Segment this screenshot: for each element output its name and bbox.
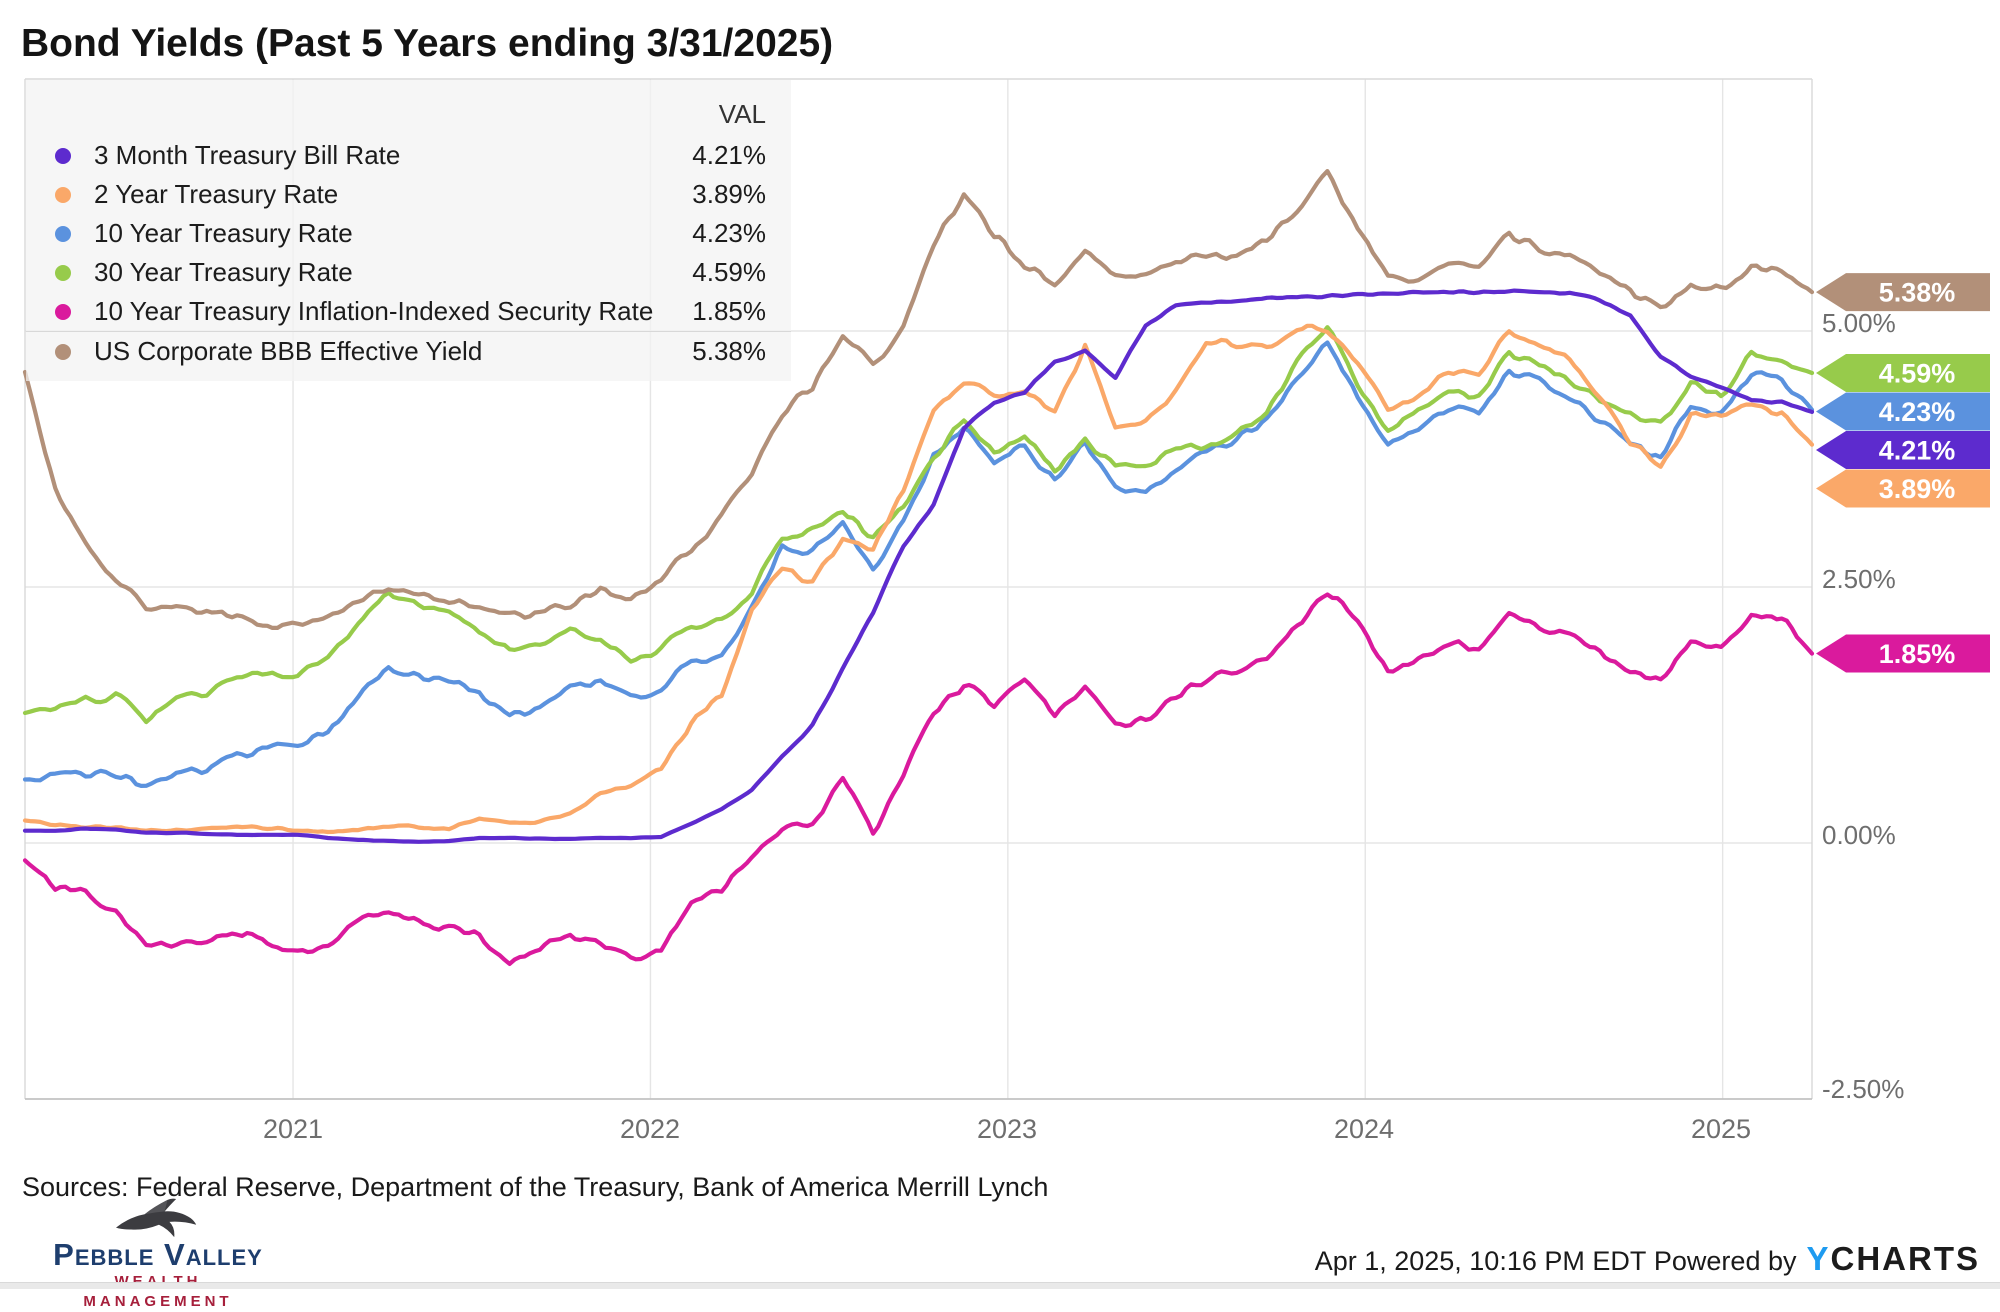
legend-series-value: 5.38% [692, 336, 766, 366]
y-axis-label: 5.00% [1822, 308, 1896, 338]
legend-series-label: 30 Year Treasury Rate [94, 257, 353, 287]
ycharts-logo: YCHARTS [1806, 1240, 1980, 1277]
legend-series-label: 2 Year Treasury Rate [94, 179, 339, 209]
pebble-valley-logo: Pebble Valley Wealth Management [40, 1198, 276, 1312]
legend-row: 10 Year Treasury Rate 4.23% [26, 214, 791, 253]
legend-val-header: VAL [718, 98, 766, 129]
page-title: Bond Yields (Past 5 Years ending 3/31/20… [21, 22, 834, 65]
value-tag-us-corporate-bbb-effective-yield [1816, 273, 1990, 312]
value-tag-label: 1.85% [1879, 639, 1956, 669]
series-line-3-month-treasury-bill-rate [22, 288, 1815, 844]
legend-series-value: 3.89% [692, 179, 766, 209]
ycharts-y-mark: Y [1806, 1240, 1831, 1277]
x-axis-label: 2022 [619, 1114, 681, 1144]
value-tag-label: 4.23% [1879, 397, 1956, 427]
legend-row: 10 Year Treasury Inflation-Indexed Secur… [26, 292, 791, 331]
series-line-10-year-treasury-rate [22, 340, 1815, 788]
eagle-icon [116, 1198, 197, 1238]
legend-series-label: US Corporate BBB Effective Yield [94, 336, 483, 366]
x-axis-label: 2021 [262, 1114, 324, 1144]
y-axis-label: 0.00% [1822, 820, 1896, 850]
series-color-dot [55, 264, 71, 281]
legend-row: 2 Year Treasury Rate 3.89% [26, 175, 791, 214]
series-color-dot [55, 343, 71, 360]
legend-series-value: 1.85% [692, 296, 766, 326]
legend-series-label: 10 Year Treasury Inflation-Indexed Secur… [94, 296, 654, 326]
sources-text: Sources: Federal Reserve, Department of … [22, 1172, 1049, 1202]
x-axis-label: 2025 [1690, 1114, 1752, 1144]
legend-row: US Corporate BBB Effective Yield 5.38% [26, 331, 791, 371]
window-edge [0, 1282, 2000, 1289]
legend-series-value: 4.59% [692, 257, 766, 287]
value-tag-label: 4.21% [1879, 435, 1956, 465]
legend: VAL 3 Month Treasury Bill Rate 4.21% 2 Y… [26, 80, 791, 381]
x-axis-label: 2023 [976, 1114, 1038, 1144]
series-line-us-corporate-bbb-effective-yield [22, 169, 1815, 630]
legend-series-value: 4.23% [692, 218, 766, 248]
y-axis-label: -2.50% [1822, 1074, 1905, 1104]
series-color-dot [55, 147, 71, 164]
legend-series-label: 3 Month Treasury Bill Rate [94, 140, 401, 170]
value-tag-10-year-treasury-inflation-indexed-security-rate [1816, 634, 1990, 673]
series-color-dot [55, 303, 71, 320]
powered-by-label: Powered by [1653, 1246, 1797, 1276]
value-tag-30-year-treasury-rate [1816, 353, 1990, 392]
series-color-dot [55, 186, 71, 203]
legend-header-row: VAL [26, 92, 791, 136]
value-tag-3-month-treasury-bill-rate [1816, 430, 1990, 469]
logo-tagline: Wealth Management [83, 1273, 233, 1310]
value-tag-label: 3.89% [1879, 474, 1956, 504]
legend-row: 3 Month Treasury Bill Rate 4.21% [26, 136, 791, 175]
value-tag-10-year-treasury-rate [1816, 392, 1990, 431]
legend-row: 30 Year Treasury Rate 4.59% [26, 253, 791, 292]
legend-series-value: 4.21% [692, 140, 766, 170]
value-tag-label: 5.38% [1879, 278, 1956, 308]
series-color-dot [55, 225, 71, 242]
value-tag-label: 4.59% [1879, 358, 1956, 388]
timestamp-row: Apr 1, 2025, 10:16 PM EDT Powered by YCH… [1315, 1240, 1980, 1278]
logo-name: Pebble Valley [53, 1237, 263, 1272]
value-tag-2-year-treasury-rate [1816, 469, 1990, 508]
x-axis-label: 2024 [1333, 1114, 1395, 1144]
legend-series-label: 10 Year Treasury Rate [94, 218, 353, 248]
series-line-2-year-treasury-rate [22, 323, 1815, 835]
series-line-30-year-treasury-rate [22, 325, 1815, 725]
series-line-10-year-treasury-inflation-indexed-security-rate [22, 592, 1815, 966]
timestamp: Apr 1, 2025, 10:16 PM EDT [1314, 1246, 1647, 1276]
y-axis-label: 2.50% [1822, 564, 1896, 594]
